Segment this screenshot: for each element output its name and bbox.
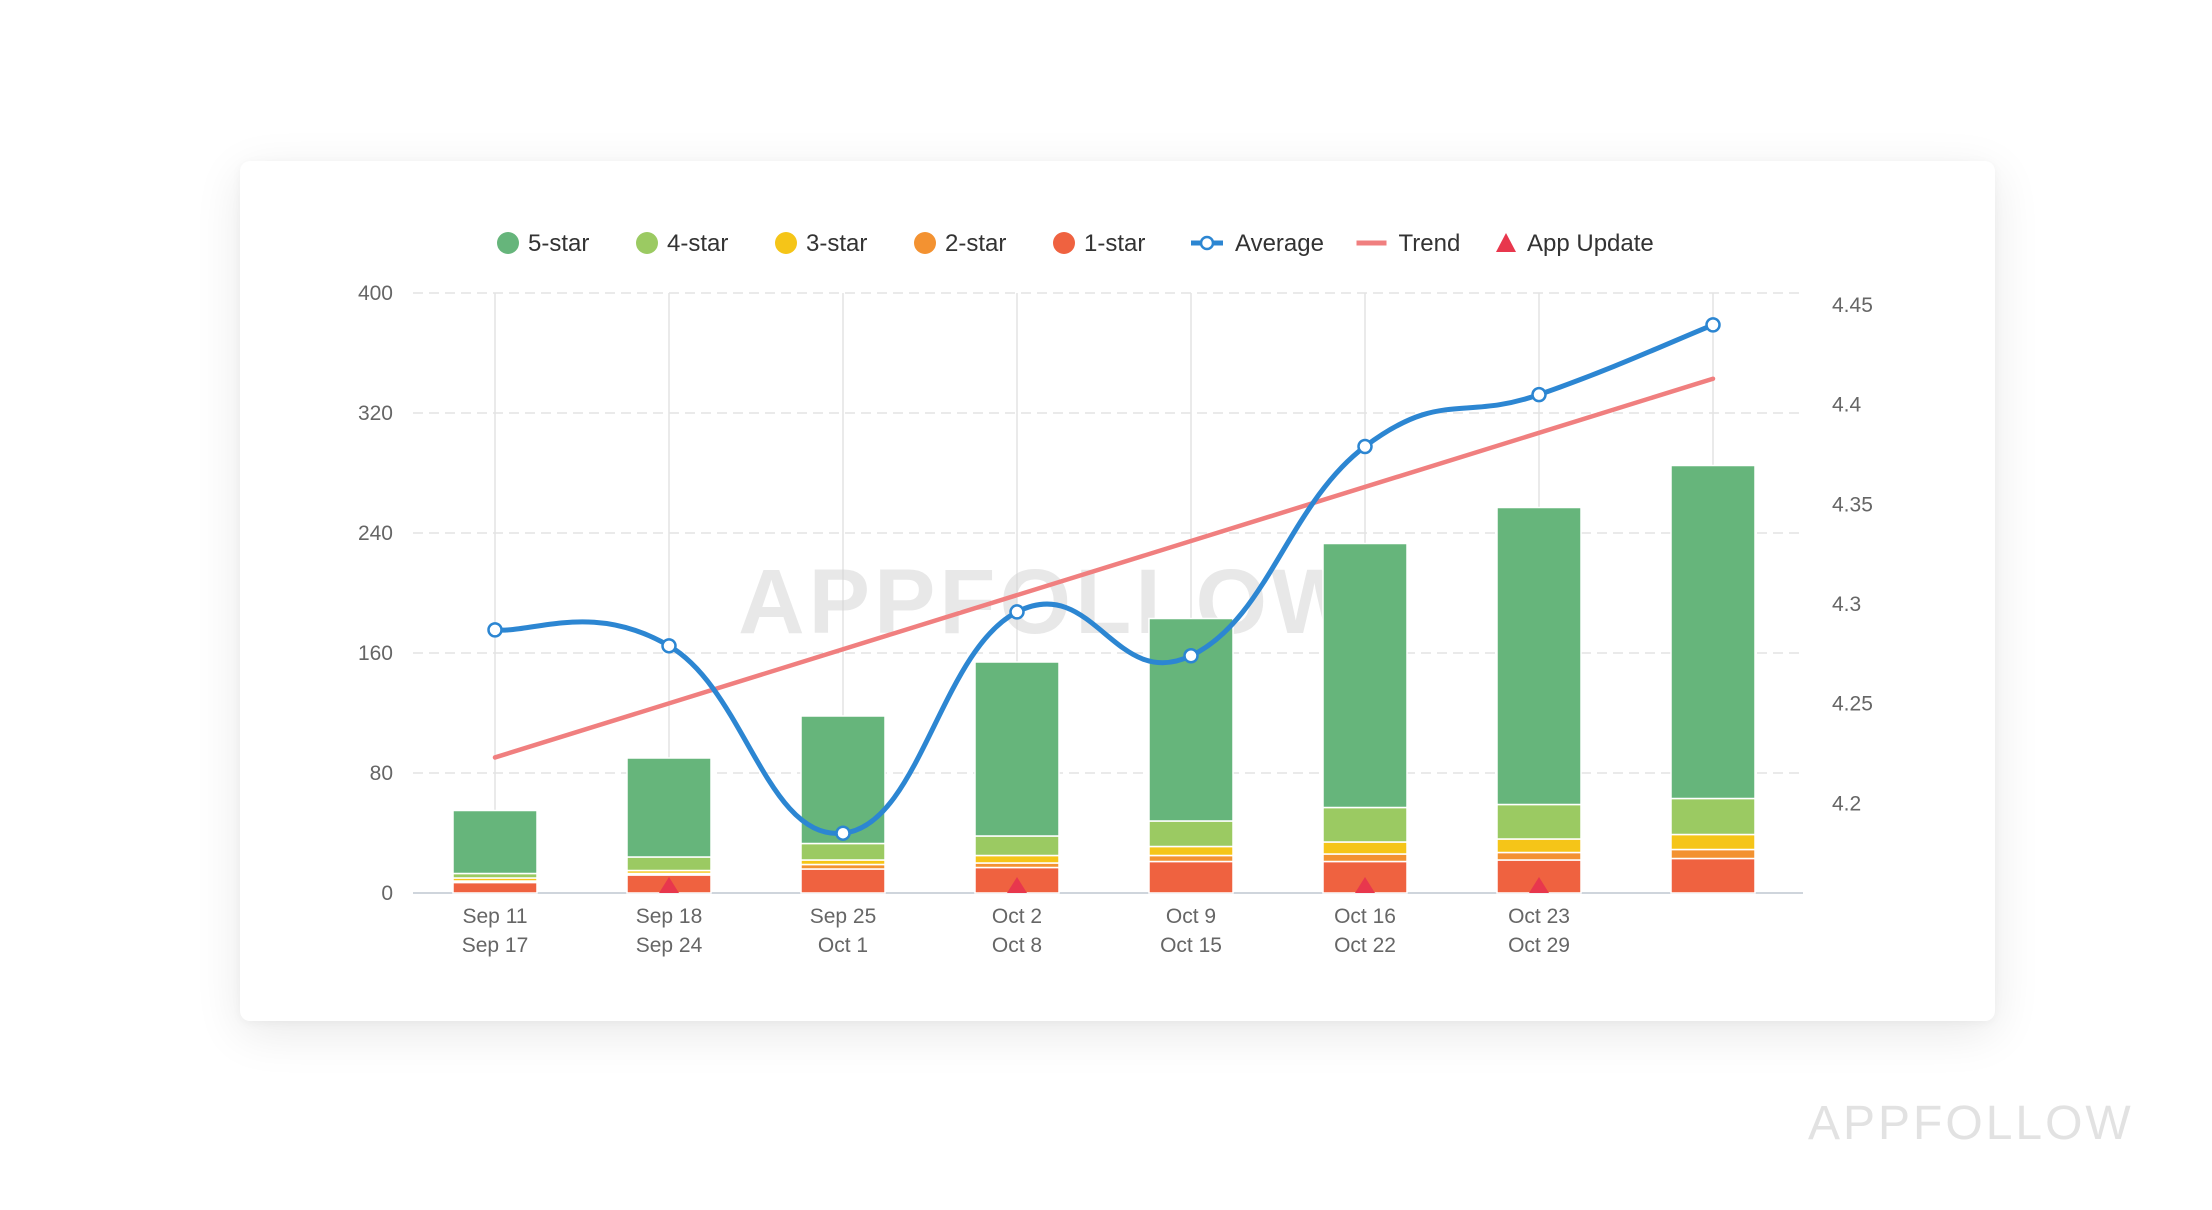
- average-point: [1357, 438, 1373, 455]
- legend-label: 4-star: [667, 230, 728, 257]
- bar-segment-4-star: [626, 856, 712, 872]
- app-update-marker: [1355, 877, 1375, 893]
- bar-segment-3-star: [974, 854, 1060, 864]
- bar-segment-5-star: [626, 757, 712, 858]
- bar-segment-4-star: [800, 842, 886, 861]
- bars: [452, 464, 1756, 894]
- y-left-tick-label: 160: [358, 642, 393, 665]
- average-point: [835, 825, 851, 841]
- bar-segment-2-star: [1496, 851, 1582, 861]
- x-tick-label: Oct 2: [992, 905, 1042, 928]
- rating-chart: APPFOLLOW0801602403204004.24.254.34.354.…: [358, 230, 1873, 957]
- bar-segment-1-star: [1148, 860, 1234, 894]
- legend-item-1-star: 1-star: [1053, 230, 1145, 257]
- y-left-tick-label: 400: [358, 282, 393, 305]
- app-update-marker: [659, 877, 679, 893]
- bar-segment-5-star: [452, 809, 538, 875]
- bar-segment-3-star: [1496, 838, 1582, 854]
- legend-swatch-dot: [1199, 235, 1215, 251]
- legend-item-trend: Trend: [1356, 230, 1461, 257]
- bar-segment-4-star: [1322, 806, 1408, 843]
- legend-label: Average: [1235, 230, 1324, 257]
- x-tick-label: Oct 16: [1334, 905, 1396, 928]
- x-tick-label: Oct 22: [1334, 934, 1396, 957]
- legend-label: App Update: [1527, 230, 1654, 257]
- x-tick-label: Sep 24: [636, 934, 703, 957]
- y-right-tick-label: 4.4: [1832, 394, 1862, 417]
- bar-segment-3-star: [1148, 845, 1234, 857]
- legend-item-4-star: 4-star: [636, 230, 728, 257]
- y-left-tick-label: 240: [358, 522, 393, 545]
- appfollow-watermark: APPFOLLOW: [1808, 1097, 2134, 1150]
- chart-card: APPFOLLOW 0 80 160 240 320 400 4.2 4.25 4.3 4.35 4.…: [240, 161, 1995, 1021]
- y-right-tick-label: 4.2: [1832, 792, 1861, 815]
- bar-segment-3-star: [1322, 841, 1408, 855]
- legend-swatch: [775, 232, 797, 254]
- legend-item-app-update: App Update: [1496, 230, 1654, 257]
- average-point: [1183, 648, 1199, 664]
- x-tick-label: Oct 29: [1508, 934, 1570, 957]
- average-point: [661, 638, 677, 654]
- y-left-tick-label: 320: [358, 402, 393, 425]
- x-tick-label: Oct 23: [1508, 905, 1570, 928]
- legend-label: 1-star: [1084, 230, 1145, 257]
- bar-segment-2-star: [1148, 854, 1234, 863]
- bar-segment-4-star: [1670, 797, 1756, 836]
- legend-swatch: [636, 232, 658, 254]
- bar-segment-5-star: [800, 715, 886, 845]
- legend-label: Trend: [1399, 230, 1461, 257]
- bar-segment-2-star: [1322, 853, 1408, 863]
- app-update-marker: [1007, 877, 1027, 893]
- bar-segment-1-star: [1670, 857, 1756, 894]
- y-right-tick-label: 4.45: [1832, 294, 1873, 317]
- x-tick-label: Sep 25: [810, 905, 877, 928]
- legend: 5-star 4-star 3-star 2-star 1-star Average Tre…: [497, 230, 1654, 257]
- legend-swatch: [914, 232, 936, 254]
- x-tick-label: Sep 18: [636, 905, 703, 928]
- x-tick-label: Oct 15: [1160, 934, 1222, 957]
- x-tick-label: Oct 1: [818, 934, 868, 957]
- legend-swatch: [1053, 232, 1075, 254]
- bar-segment-2-star: [1670, 848, 1756, 860]
- average-point: [1531, 386, 1547, 403]
- app-update-marker: [1529, 877, 1549, 893]
- legend-item-2-star: 2-star: [914, 230, 1006, 257]
- legend-item-average: Average: [1191, 230, 1324, 257]
- legend-swatch: [1496, 233, 1516, 252]
- average-point: [1705, 317, 1721, 333]
- y-right-tick-label: 4.25: [1832, 693, 1873, 716]
- bar-segment-5-star: [1670, 464, 1756, 800]
- bar-segment-4-star: [974, 835, 1060, 857]
- trend-line: [492, 376, 1716, 760]
- y-right-tick-label: 4.35: [1832, 493, 1873, 516]
- bar-segment-5-star: [1496, 506, 1582, 806]
- bar-segment-4-star: [1148, 820, 1234, 848]
- bar-segment-5-star: [974, 661, 1060, 837]
- bar-segment-3-star: [1670, 833, 1756, 851]
- bar-segment-1-star: [452, 881, 538, 894]
- legend-label: 5-star: [528, 230, 589, 257]
- legend-swatch: [497, 232, 519, 254]
- bar-segment-4-star: [1496, 803, 1582, 840]
- average-point: [1009, 604, 1025, 620]
- y-left-tick-label: 0: [381, 882, 393, 905]
- x-tick-label: Sep 11: [463, 905, 528, 928]
- bar-segment-5-star: [1322, 542, 1408, 809]
- y-left-tick-label: 80: [370, 762, 393, 785]
- x-tick-label: Oct 8: [992, 934, 1042, 957]
- legend-item-3-star: 3-star: [775, 230, 867, 257]
- average-line: [492, 322, 1716, 836]
- average-point: [487, 622, 503, 638]
- y-right-tick-label: 4.3: [1832, 593, 1861, 616]
- bar-segment-1-star: [800, 868, 886, 894]
- legend-label: 2-star: [945, 230, 1006, 257]
- legend-item-5-star: 5-star: [497, 230, 589, 257]
- x-tick-label: Oct 9: [1166, 905, 1216, 928]
- legend-label: 3-star: [806, 230, 867, 257]
- x-tick-label: Sep 17: [462, 934, 529, 957]
